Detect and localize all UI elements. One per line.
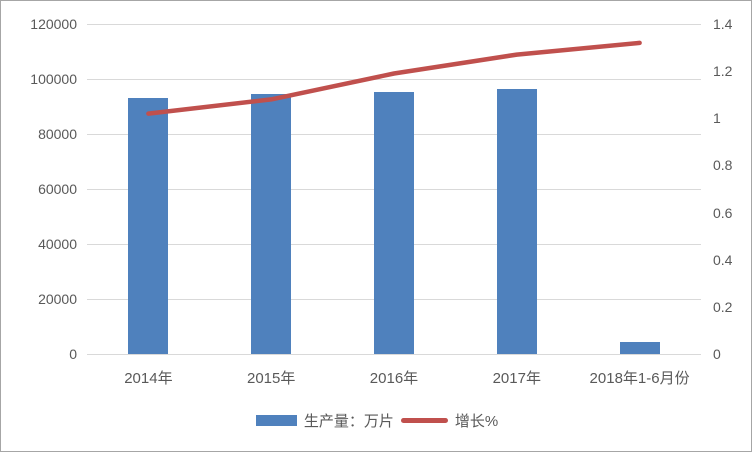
left-axis-tick-label: 0 xyxy=(69,346,77,362)
bar-2017年 xyxy=(496,88,537,354)
legend-line-label: 增长% xyxy=(454,413,499,430)
x-axis-label: 2014年 xyxy=(124,370,173,387)
x-axis-label: 2015年 xyxy=(247,370,296,387)
left-axis-tick-label: 80000 xyxy=(38,126,77,142)
right-axis-tick-label: 1.2 xyxy=(713,63,733,80)
left-axis-tick-label: 60000 xyxy=(38,181,77,197)
bar-2015年 xyxy=(251,94,292,354)
right-axis-tick-label: 1.4 xyxy=(713,16,733,32)
left-axis-tick-label: 120000 xyxy=(30,16,77,32)
legend-bar-label: 生产量：万片 xyxy=(303,413,394,430)
legend: 生产量：万片 增长% xyxy=(1,410,751,431)
bar-2014年 xyxy=(128,98,169,354)
gridline xyxy=(87,78,701,80)
gridline xyxy=(87,23,701,25)
right-axis-tick-label: 0 xyxy=(713,346,721,362)
legend-line-swatch xyxy=(400,418,448,423)
left-axis-tick-label: 40000 xyxy=(38,236,77,252)
right-axis-tick-label: 0.6 xyxy=(713,204,733,221)
bar-2018年1-6月份 xyxy=(619,341,660,354)
x-axis-label: 2018年1-6月份 xyxy=(589,370,690,387)
left-axis-tick-label: 100000 xyxy=(30,71,77,87)
bar-2016年 xyxy=(374,91,414,354)
legend-bar-swatch xyxy=(255,415,297,426)
right-axis-tick-label: 0.8 xyxy=(713,157,733,174)
x-axis-label: 2016年 xyxy=(369,370,419,387)
gridline xyxy=(87,353,701,355)
right-axis-tick-label: 1 xyxy=(713,110,721,127)
right-axis-tick-label: 0.4 xyxy=(713,251,733,268)
left-axis-tick-label: 20000 xyxy=(38,291,77,307)
right-axis-tick-label: 0.2 xyxy=(713,298,733,315)
x-axis-label: 2017年 xyxy=(492,370,541,387)
